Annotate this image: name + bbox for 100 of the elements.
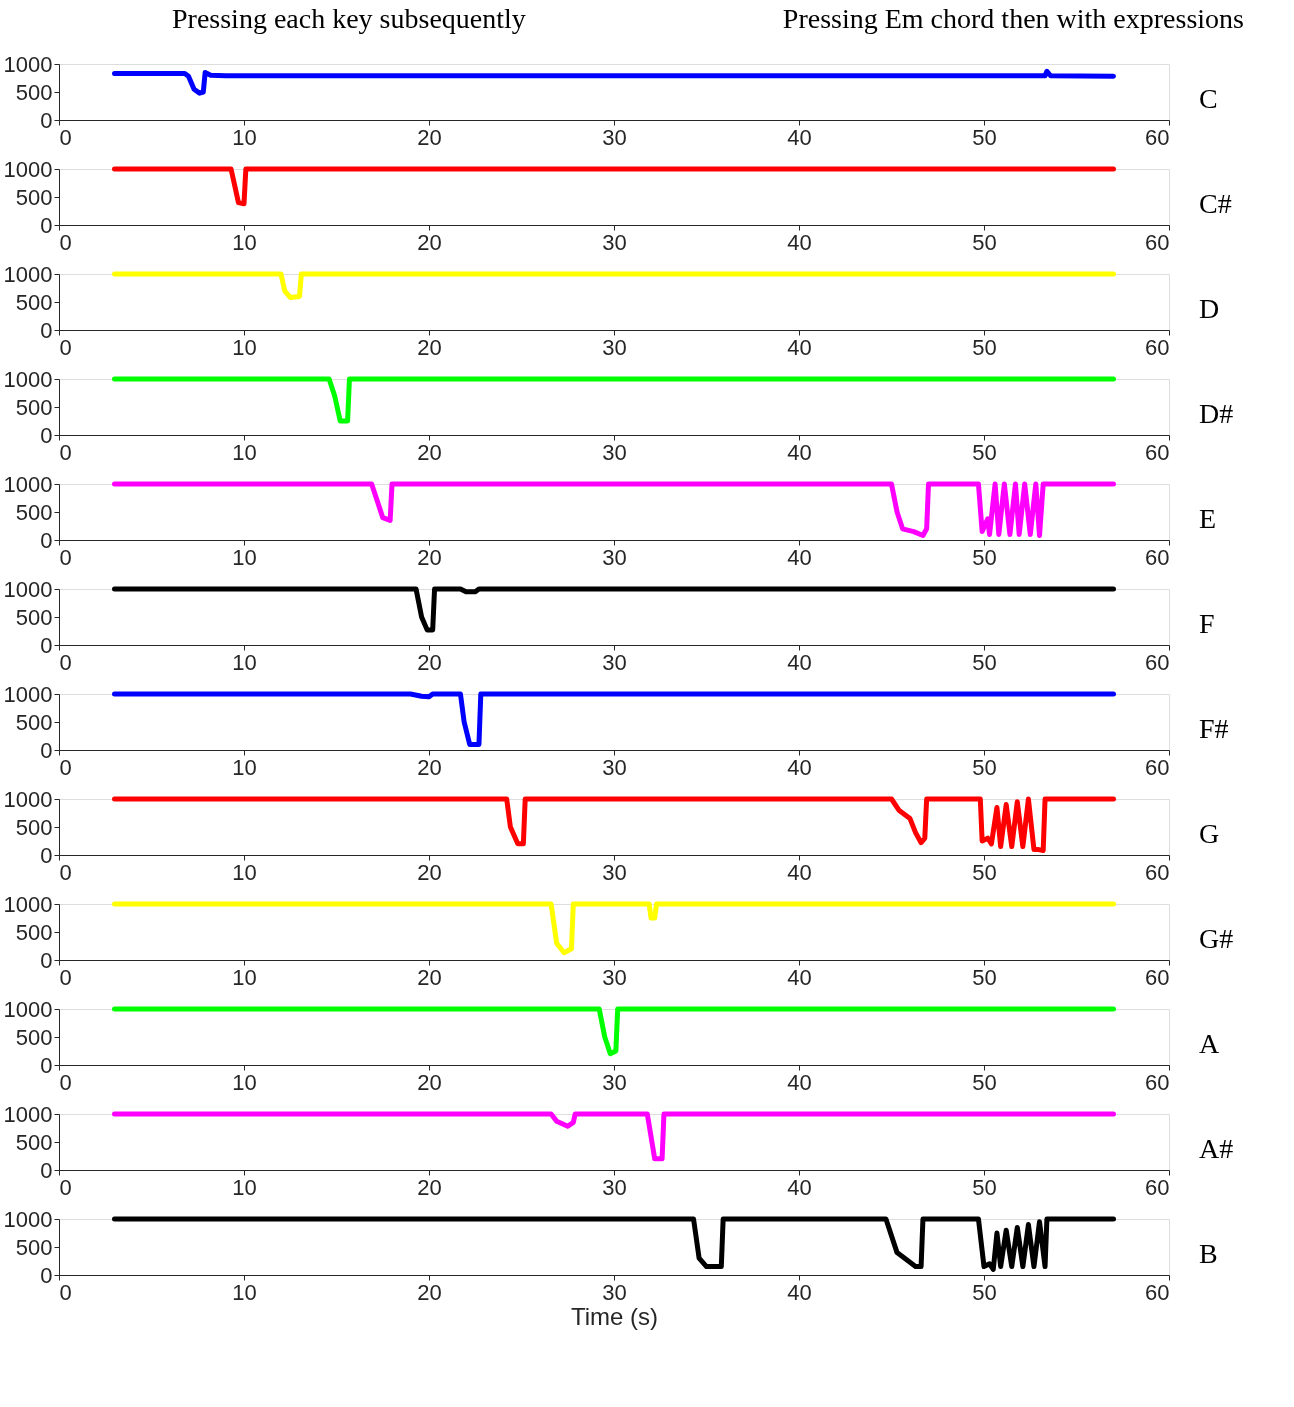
text: C#	[1199, 188, 1232, 219]
x-tick-label: 40	[787, 334, 812, 360]
x-tick-label: 40	[787, 1069, 812, 1095]
x-tick-label: 20	[417, 124, 442, 150]
x-tick-label: 50	[972, 964, 997, 990]
x-tick-label: 20	[417, 649, 442, 675]
x-tick-label: 50	[972, 859, 997, 885]
x-tick-label: 0	[59, 1174, 72, 1200]
text: A	[1199, 1028, 1220, 1059]
x-tick-label: 30	[602, 334, 627, 360]
y-tick-label: 500	[15, 814, 53, 840]
text: C	[1199, 83, 1218, 114]
y-tick-label: 1000	[3, 51, 53, 77]
x-tick-label: 50	[972, 754, 997, 780]
text: G#	[1199, 923, 1234, 954]
x-tick-label: 0	[59, 229, 72, 255]
y-tick-label: 0	[40, 422, 53, 448]
x-tick-label: 40	[787, 544, 812, 570]
y-tick-label: 0	[40, 1157, 53, 1183]
text: F#	[1199, 713, 1229, 744]
text: A#	[1199, 1133, 1234, 1164]
x-tick-label: 50	[972, 1174, 997, 1200]
x-tick-label: 60	[1145, 1279, 1170, 1305]
text: G	[1199, 818, 1220, 849]
text: F	[1199, 608, 1215, 639]
y-tick-label: 0	[40, 632, 53, 658]
x-tick-label: 0	[59, 754, 72, 780]
x-tick-label: 60	[1145, 124, 1170, 150]
y-tick-label: 500	[15, 1129, 53, 1155]
x-tick-label: 0	[59, 334, 72, 360]
x-tick-label: 40	[787, 1279, 812, 1305]
x-tick-label: 60	[1145, 649, 1170, 675]
x-tick-label: 0	[59, 1069, 72, 1095]
y-tick-label: 1000	[3, 996, 53, 1022]
y-tick-label: 0	[40, 212, 53, 238]
x-tick-label: 0	[59, 1279, 72, 1305]
x-tick-label: 10	[232, 544, 257, 570]
x-tick-label: 10	[232, 649, 257, 675]
x-tick-label: 60	[1145, 859, 1170, 885]
x-tick-label: 60	[1145, 439, 1170, 465]
y-tick-label: 0	[40, 842, 53, 868]
x-tick-label: 20	[417, 1069, 442, 1095]
y-tick-label: 1000	[3, 891, 53, 917]
x-tick-label: 60	[1145, 334, 1170, 360]
x-tick-label: 30	[602, 544, 627, 570]
text: D	[1199, 293, 1220, 324]
x-tick-label: 50	[972, 229, 997, 255]
y-tick-label: 0	[40, 737, 53, 763]
text: B	[1199, 1238, 1218, 1269]
x-axis-title: Time (s)	[570, 1302, 659, 1330]
x-tick-label: 30	[602, 124, 627, 150]
x-tick-label: 0	[59, 124, 72, 150]
x-tick-label: 30	[602, 754, 627, 780]
x-tick-label: 10	[232, 124, 257, 150]
x-tick-label: 60	[1145, 1174, 1170, 1200]
text: E	[1199, 503, 1217, 534]
x-tick-label: 20	[417, 754, 442, 780]
x-tick-label: 30	[602, 1069, 627, 1095]
x-tick-label: 20	[417, 334, 442, 360]
x-tick-label: 20	[417, 544, 442, 570]
y-tick-label: 1000	[3, 1206, 53, 1232]
x-tick-label: 40	[787, 649, 812, 675]
x-tick-label: 10	[232, 859, 257, 885]
x-tick-label: 30	[602, 649, 627, 675]
x-tick-label: 30	[602, 1174, 627, 1200]
x-tick-label: 20	[417, 229, 442, 255]
text: Pressing each key subsequently	[172, 3, 526, 34]
y-tick-label: 1000	[3, 156, 53, 182]
x-tick-label: 50	[972, 124, 997, 150]
y-tick-label: 500	[15, 604, 53, 630]
y-tick-label: 500	[15, 1234, 53, 1260]
x-tick-label: 30	[602, 1279, 627, 1305]
x-tick-label: 10	[232, 1279, 257, 1305]
y-tick-label: 1000	[3, 576, 53, 602]
y-tick-label: 0	[40, 1262, 53, 1288]
x-tick-label: 20	[417, 1174, 442, 1200]
x-tick-label: 30	[602, 859, 627, 885]
y-tick-label: 0	[40, 317, 53, 343]
x-tick-label: 0	[59, 964, 72, 990]
y-tick-label: 0	[40, 947, 53, 973]
y-tick-label: 0	[40, 527, 53, 553]
x-tick-label: 0	[59, 544, 72, 570]
x-tick-label: 40	[787, 124, 812, 150]
x-tick-label: 20	[417, 439, 442, 465]
x-tick-label: 50	[972, 334, 997, 360]
x-tick-label: 30	[602, 439, 627, 465]
x-tick-label: 40	[787, 754, 812, 780]
x-tick-label: 10	[232, 964, 257, 990]
text: Pressing Em chord then with expressions	[782, 3, 1244, 34]
x-tick-label: 50	[972, 649, 997, 675]
x-tick-label: 0	[59, 439, 72, 465]
y-tick-label: 500	[15, 79, 53, 105]
y-tick-label: 1000	[3, 1101, 53, 1127]
x-tick-label: 10	[232, 754, 257, 780]
x-tick-label: 20	[417, 1279, 442, 1305]
x-tick-label: 40	[787, 439, 812, 465]
x-tick-label: 0	[59, 649, 72, 675]
x-tick-label: 30	[602, 964, 627, 990]
y-tick-label: 1000	[3, 471, 53, 497]
y-tick-label: 0	[40, 1052, 53, 1078]
